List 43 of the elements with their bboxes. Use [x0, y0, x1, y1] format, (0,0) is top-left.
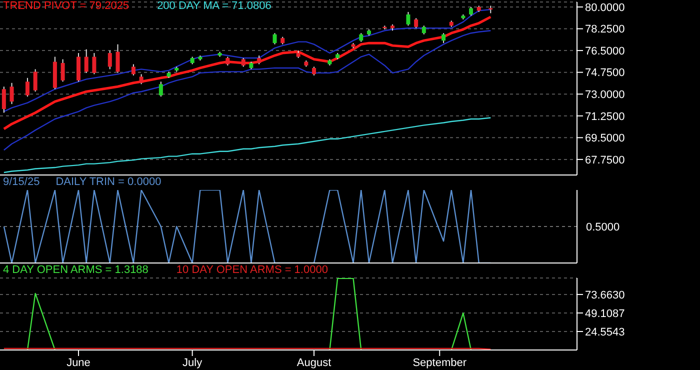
line-series — [3, 8, 492, 112]
y-tick-label: 76.5000 — [585, 45, 625, 58]
y-tick-label: 73.0000 — [585, 89, 625, 102]
candlestick — [131, 64, 136, 76]
candlestick — [25, 77, 30, 98]
y-tick-label: 69.5000 — [585, 132, 625, 145]
text: TREND PIVOT = 79.2025 — [3, 0, 130, 12]
line-series — [3, 117, 492, 174]
candlestick — [158, 81, 163, 98]
y-tick-label: 67.7500 — [585, 154, 625, 166]
x-tick-label: July — [182, 356, 203, 369]
y-tick-label: 49.1087 — [585, 308, 625, 320]
y-tick-label: 71.2500 — [585, 110, 625, 123]
chart-title: 9/15/25 — [3, 176, 40, 188]
candlestick — [76, 52, 81, 82]
x-tick-label: June — [66, 356, 90, 369]
candlestick — [414, 18, 418, 29]
candlestick — [84, 48, 88, 74]
candlestick — [108, 50, 112, 70]
x-tick-label: August — [296, 356, 332, 369]
candlestick — [442, 32, 446, 44]
y-tick-label: 78.2500 — [585, 24, 625, 36]
candlestick — [10, 82, 14, 105]
ref-line-label: 0.5000 — [586, 221, 620, 234]
line-series — [2, 16, 492, 130]
text: 200 DAY MA = 71.0806 — [157, 0, 272, 12]
candlestick — [272, 32, 277, 45]
y-tick-label: 24.5543 — [585, 326, 625, 338]
text: 4 DAY OPEN ARMS = 1.3188 — [3, 264, 148, 276]
y-tick-label: 73.6630 — [585, 289, 625, 302]
candlestick — [406, 11, 410, 26]
candlestick — [139, 74, 144, 85]
candlestick — [33, 68, 38, 92]
candlestick — [2, 86, 6, 114]
candlestick — [60, 58, 65, 82]
y-tick-label: 80.0000 — [585, 2, 625, 14]
candlestick — [92, 52, 96, 75]
text: 10 DAY OPEN ARMS = 1.0000 — [176, 264, 328, 276]
x-tick-label: September — [412, 356, 467, 369]
y-tick-label: 74.7500 — [585, 67, 625, 80]
candlestick — [116, 44, 120, 74]
line-series — [3, 30, 492, 151]
series-label: DAILY TRIN = 0.0000 — [56, 176, 162, 188]
